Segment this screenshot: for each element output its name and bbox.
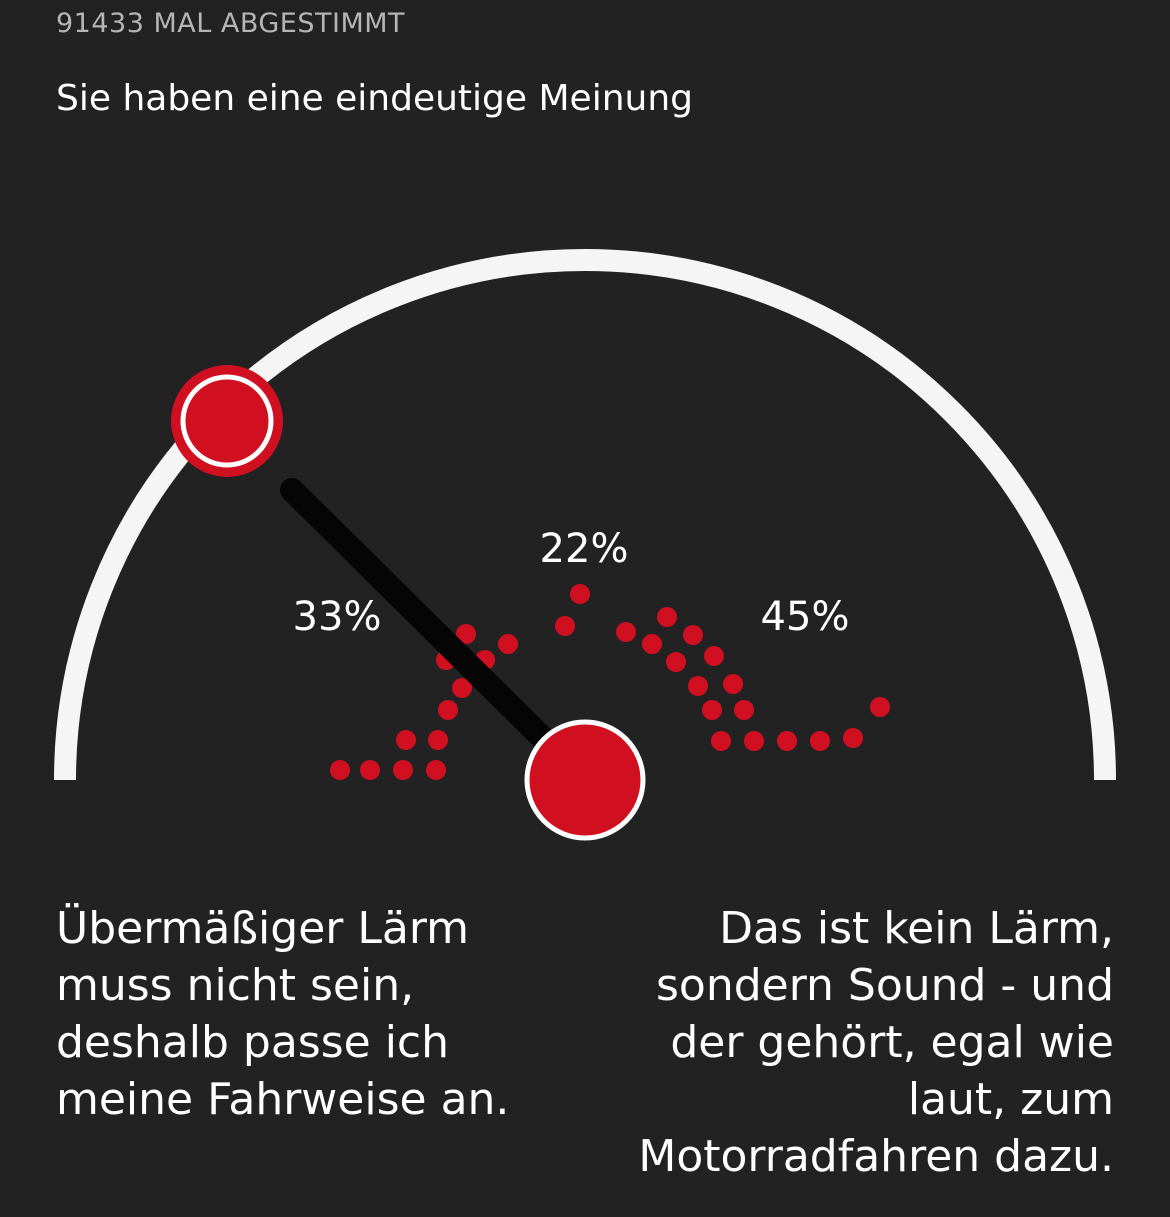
distribution-dot (810, 731, 830, 751)
distribution-dot (555, 616, 575, 636)
distribution-dot (683, 625, 703, 645)
distribution-dot (498, 634, 518, 654)
result-heading: Sie haben eine eindeutige Meinung (56, 78, 693, 119)
distribution-dot (702, 700, 722, 720)
distribution-dot (438, 700, 458, 720)
gauge-hub-icon (524, 719, 646, 841)
red-knob-icon[interactable] (171, 365, 283, 477)
distribution-dots (330, 584, 890, 780)
right-percentage: 45% (761, 594, 850, 640)
distribution-dot (777, 731, 797, 751)
gauge-arc (54, 249, 1116, 781)
distribution-dot (428, 730, 448, 750)
distribution-dot (642, 634, 662, 654)
answer-left: Übermäßiger Lärm muss nicht sein, deshal… (56, 903, 510, 1125)
vote-count: 91433 MAL ABGESTIMMT (56, 8, 406, 39)
distribution-dot (734, 700, 754, 720)
distribution-dot (704, 646, 724, 666)
distribution-dot (570, 584, 590, 604)
distribution-dot (616, 622, 636, 642)
distribution-dot (666, 652, 686, 672)
middle-percentage: 22% (540, 526, 629, 572)
knob-ring (180, 374, 274, 468)
distribution-dot (393, 760, 413, 780)
distribution-dot (396, 730, 416, 750)
distribution-dot (426, 760, 446, 780)
distribution-dot (870, 697, 890, 717)
distribution-dot (843, 728, 863, 748)
distribution-dot (688, 676, 708, 696)
distribution-dot (330, 760, 350, 780)
selected-answer-knob[interactable] (171, 365, 283, 477)
distribution-dot (452, 678, 472, 698)
distribution-dot (360, 760, 380, 780)
distribution-dot (723, 674, 743, 694)
answer-right: Das ist kein Lärm, sondern Sound - und d… (638, 903, 1114, 1182)
left-percentage: 33% (293, 594, 382, 640)
distribution-dot (744, 731, 764, 751)
distribution-dot (711, 731, 731, 751)
distribution-dot (456, 624, 476, 644)
gauge-needle (280, 478, 597, 792)
distribution-dot (657, 607, 677, 627)
poll-gauge: 33% 22% 45% (54, 249, 1116, 841)
